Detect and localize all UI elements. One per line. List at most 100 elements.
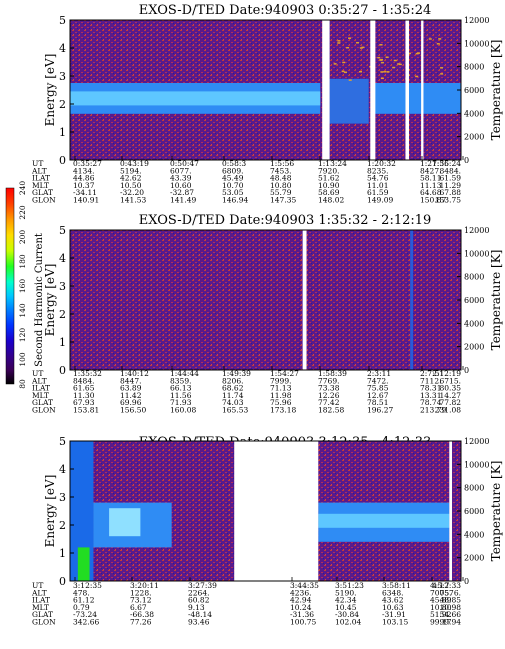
table-cell: 12.26	[318, 391, 340, 400]
table-cell: 1:49:39	[222, 369, 251, 378]
panel-2-ylabel: Energy [eV]	[43, 264, 57, 337]
table-cell: 3:20:11	[130, 581, 159, 590]
p1-hot-pixel	[359, 70, 363, 73]
table-cell: 10.63	[382, 603, 404, 612]
table-row-label: ALT	[31, 588, 47, 597]
colorbar-title: Second Harmonic Current	[34, 233, 45, 367]
table-cell: 67.88	[440, 188, 462, 197]
p2-data-gap	[302, 230, 307, 370]
table-cell: 11.13	[420, 181, 442, 190]
table-cell: 1:35:24	[432, 159, 461, 168]
table-cell: 6.67	[130, 603, 147, 612]
table-row-label: ILAT	[32, 596, 50, 605]
table-cell: -32.20	[120, 188, 144, 197]
table-row-label: GLON	[32, 618, 56, 627]
panel-1-title: EXOS-D/TED Date:940903 0:35:27 - 1:35:24	[139, 3, 432, 18]
colorbar-tick-label: 200	[18, 230, 27, 245]
table-cell: 342.66	[73, 618, 99, 627]
p1-data-gap	[322, 20, 330, 160]
panel-3: EXOS-D/TED Date:940903 3:12:35 - 4:12:33…	[31, 435, 503, 627]
table-cell: -34.11	[73, 188, 97, 197]
p3-data-gap	[234, 441, 319, 581]
table-cell: 61.59	[367, 188, 389, 197]
table-cell: 61.59	[440, 174, 462, 183]
table-cell: 213.79	[420, 406, 446, 415]
table-cell: 173.18	[270, 406, 296, 415]
table-row-label: GLAT	[32, 188, 53, 197]
table-cell: 53.05	[222, 188, 244, 197]
table-cell: 149.09	[367, 196, 393, 205]
panel-3-ylabel-right: Temperature [K]	[489, 461, 503, 562]
table-cell: 103.15	[382, 618, 408, 627]
table-cell: 54.76	[367, 174, 389, 183]
table-cell: 61.12	[73, 596, 95, 605]
table-row-label: GLAT	[32, 398, 53, 407]
table-row-label: UT	[32, 581, 43, 590]
table-cell: 7112.	[420, 376, 441, 385]
table-cell: 0:35:27	[73, 159, 102, 168]
p1-hot-pixel	[398, 63, 402, 66]
y-right-tick-label: 8000	[464, 484, 484, 493]
table-cell: 3:27:39	[188, 581, 217, 590]
y-right-tick-label: 0	[464, 577, 469, 586]
y-right-tick-label: 12000	[464, 437, 489, 446]
p1-hot-pixel	[393, 59, 397, 62]
table-cell: 8359.	[170, 376, 191, 385]
table-cell: 11.29	[440, 181, 462, 190]
table-row-label: UT	[32, 369, 43, 378]
table-cell: 7920.	[318, 166, 339, 175]
table-row-label: ILAT	[32, 384, 50, 393]
table-cell: 1:13:24	[318, 159, 347, 168]
table-cell: 7005.	[430, 588, 451, 597]
table-cell: 63.89	[120, 384, 142, 393]
table-cell: 7472.	[367, 376, 388, 385]
table-cell: 43.62	[382, 596, 404, 605]
p1-hot-pixel	[386, 71, 390, 73]
y-right-tick-label: 2000	[464, 133, 484, 142]
table-cell: 45.89	[430, 596, 452, 605]
table-cell: 141.49	[170, 196, 196, 205]
y-right-tick-label: 6000	[464, 507, 484, 516]
table-cell: 11.74	[222, 391, 244, 400]
table-cell: 10.45	[335, 603, 357, 612]
table-cell: 160.08	[170, 406, 196, 415]
table-cell: 78.74	[420, 398, 442, 407]
table-cell: 3:51:23	[335, 581, 364, 590]
p1-hot-pixel	[348, 79, 352, 81]
y-tick-label: 0	[59, 575, 66, 588]
p1-hot-pixel	[344, 71, 348, 74]
panel-1-ephemeris-table: UT 0:35:27 0:43:19 0:50:47 0:58:3 1:5:56 1:13:…	[31, 159, 461, 205]
table-cell: 148.02	[318, 196, 344, 205]
table-cell: 10.50	[120, 181, 142, 190]
y-tick-label: 2	[59, 98, 66, 111]
table-cell: 10.37	[73, 181, 95, 190]
p1-hot-pixel	[380, 71, 384, 73]
p1-hot-pixel	[407, 52, 411, 55]
table-cell: 75.96	[270, 398, 292, 407]
y-tick-label: 4	[59, 42, 66, 55]
table-cell: -48.14	[188, 610, 212, 619]
table-cell: -66.38	[130, 610, 154, 619]
table-cell: 1:27:56	[420, 159, 449, 168]
table-cell: 10.98	[440, 603, 462, 612]
table-row-label: MLT	[32, 181, 49, 190]
table-cell: 0.79	[73, 603, 90, 612]
table-cell: 48.85	[440, 596, 462, 605]
table-cell: 99.17	[430, 618, 452, 627]
p1-hot-pixel	[436, 43, 440, 45]
table-cell: 10.80	[270, 181, 292, 190]
table-cell: 102.04	[335, 618, 361, 627]
table-cell: 4134.	[73, 166, 94, 175]
table-cell: -32.87	[170, 188, 194, 197]
panel-2-ephemeris-table: UT 1:35:32 1:40:12 1:44:44 1:49:39 1:54:27 1:5…	[31, 369, 461, 415]
colorbar: 240 220 200 180 160 140 120 100 80 Second Harmon…	[5, 181, 45, 389]
table-row-label: ALT	[31, 376, 47, 385]
table-cell: 153.81	[73, 406, 99, 415]
table-cell: 5194.	[120, 166, 141, 175]
p3-band-left-core	[109, 508, 141, 537]
table-cell: 6809.	[222, 166, 243, 175]
table-cell: 2264.	[188, 588, 209, 597]
table-cell: 77.42	[318, 398, 340, 407]
table-cell: 150.87	[420, 196, 446, 205]
table-cell: 48.48	[270, 174, 292, 183]
